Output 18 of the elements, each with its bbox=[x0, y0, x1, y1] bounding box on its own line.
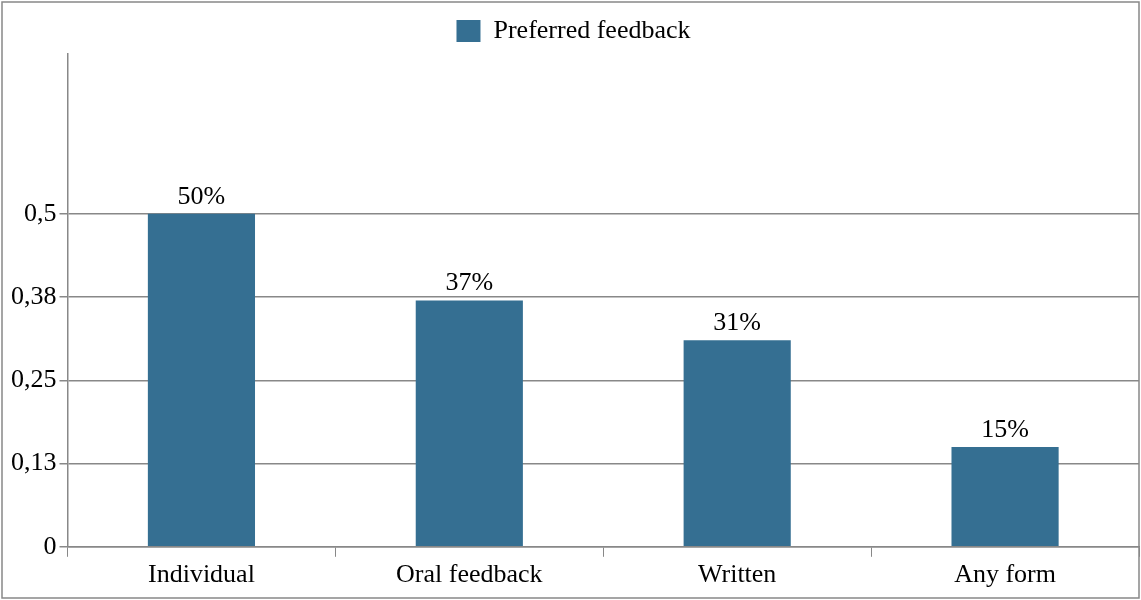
y-tick-label: 0,5 bbox=[24, 197, 57, 227]
y-tick-label: 0,25 bbox=[11, 364, 57, 394]
y-tick-label: 0,13 bbox=[11, 447, 57, 477]
bar bbox=[951, 446, 1059, 547]
x-tick-label: Oral feedback bbox=[396, 559, 543, 589]
data-label: 31% bbox=[713, 307, 762, 337]
y-tick-label: 0 bbox=[43, 530, 57, 560]
data-label: 50% bbox=[177, 180, 226, 210]
bar bbox=[147, 213, 256, 547]
y-tick-label: 0,38 bbox=[11, 280, 57, 310]
legend-label: Preferred feedback bbox=[493, 14, 691, 44]
data-label: 15% bbox=[981, 413, 1029, 443]
x-tick-label: Written bbox=[698, 559, 777, 589]
bar bbox=[683, 340, 791, 547]
x-tick-label: Individual bbox=[148, 559, 255, 589]
data-label: 37% bbox=[445, 267, 494, 297]
x-tick-label: Any form bbox=[954, 559, 1056, 589]
bar bbox=[415, 300, 523, 547]
